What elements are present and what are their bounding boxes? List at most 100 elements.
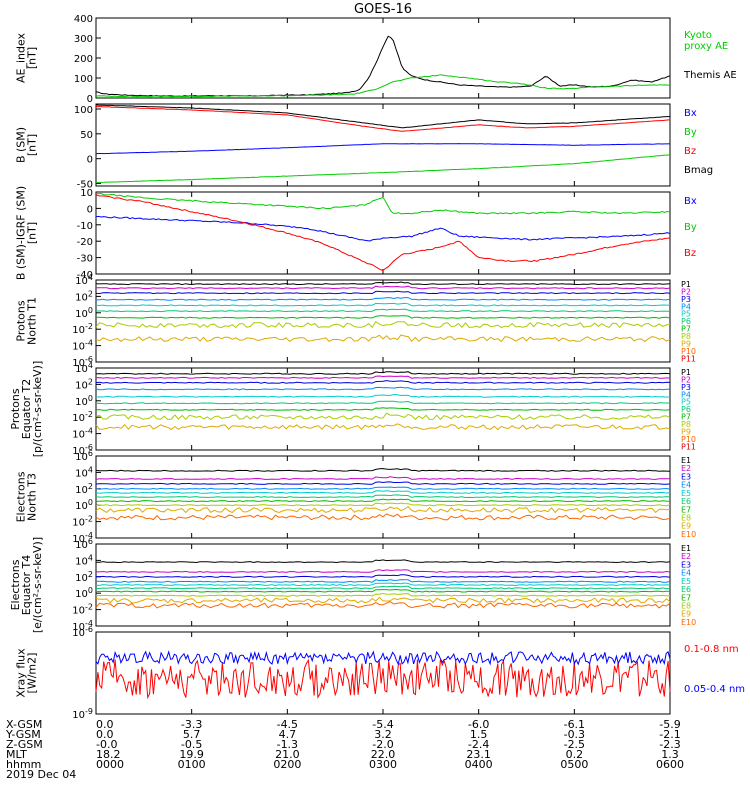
legend-entry: Bx bbox=[684, 196, 697, 207]
panel-xray: Xray flux[W/m2] 10-9 10-6 0.1-0.8 nm 0.05-0.… bbox=[15, 625, 746, 721]
y-tick-label: 10-4 bbox=[72, 427, 93, 441]
panel-e_t4: ElectronsEquator T4[e/(cm²-s-sr-keV)] 10-… bbox=[9, 537, 696, 633]
ephemeris-cell: 0.0 bbox=[96, 718, 114, 731]
ephemeris-cell: -6.1 bbox=[564, 718, 585, 731]
channel-line-e1 bbox=[96, 559, 671, 564]
ephemeris-cell: -2.1 bbox=[659, 728, 680, 741]
ephemeris-row-label: Y-GSM bbox=[5, 728, 41, 741]
y-tick-label: 100 bbox=[74, 105, 93, 116]
channel-label-p4: P4 bbox=[681, 302, 691, 311]
channel-line-e6 bbox=[95, 494, 671, 499]
channel-label-p6: P6 bbox=[681, 317, 691, 326]
ephemeris-cell: 1.5 bbox=[470, 728, 488, 741]
series-line-bx bbox=[95, 215, 671, 242]
y-tick-label: -40 bbox=[77, 270, 93, 281]
channel-label-p10: P10 bbox=[681, 347, 696, 356]
y-tick-label: 100 bbox=[75, 586, 93, 600]
channel-line-p9 bbox=[95, 334, 671, 343]
channel-line-p7 bbox=[95, 315, 671, 319]
panel-p_t1: ProtonsNorth T110-610-410-2100102104P1P2… bbox=[15, 273, 697, 369]
ephemeris-row-label: Z-GSM bbox=[6, 738, 43, 751]
channel-label-e9: E9 bbox=[681, 522, 691, 531]
ephemeris-cell: -0.0 bbox=[96, 738, 117, 751]
y-tick-label: 10-9 bbox=[72, 707, 93, 721]
ephemeris-cell: 18.2 bbox=[96, 748, 121, 761]
figure-title: GOES-16 bbox=[354, 2, 412, 17]
y-tick-label: -20 bbox=[77, 237, 93, 248]
channel-line-p2 bbox=[95, 285, 671, 290]
channel-line-p9 bbox=[95, 423, 671, 431]
channel-label-p1: P1 bbox=[681, 280, 691, 289]
channel-line-p6 bbox=[95, 400, 671, 405]
y-axis-label: ElectronsEquator T4[e/(cm²-s-sr-keV)] bbox=[9, 537, 44, 633]
ephemeris-cell: 0100 bbox=[178, 758, 206, 771]
ephemeris-cell: -5.9 bbox=[659, 718, 680, 731]
channel-label-p2: P2 bbox=[681, 287, 691, 296]
series-line-bx bbox=[95, 143, 671, 155]
ephemeris-row-label: X-GSM bbox=[6, 718, 42, 731]
channel-label-p6: P6 bbox=[681, 405, 691, 414]
y-tick-label: -10 bbox=[77, 221, 93, 232]
ephemeris-cell: 22.0 bbox=[371, 748, 396, 761]
ephemeris-cell: -0.5 bbox=[181, 738, 202, 751]
series-line-by bbox=[95, 192, 671, 215]
legend-entry: Bz bbox=[684, 146, 696, 157]
y-tick-label: 100 bbox=[74, 74, 93, 85]
channel-label-e9: E9 bbox=[681, 610, 691, 619]
channel-line-p8 bbox=[95, 321, 671, 329]
channel-label-e8: E8 bbox=[681, 601, 691, 610]
ephemeris-row-label: hhmm bbox=[6, 758, 41, 771]
y-tick-label: 10-2 bbox=[72, 322, 93, 336]
ephemeris-cell: 0500 bbox=[560, 758, 588, 771]
y-tick-label: 200 bbox=[74, 54, 93, 65]
y-tick-label: 10-6 bbox=[72, 625, 93, 639]
channel-label-e3: E3 bbox=[681, 472, 691, 481]
series-line-kyoto-proxy-ae bbox=[95, 74, 671, 98]
y-axis-label: ElectronsNorth T3 bbox=[15, 471, 39, 522]
channel-label-p8: P8 bbox=[681, 420, 691, 429]
series-line-bmag bbox=[95, 104, 671, 129]
channel-line-p4 bbox=[95, 386, 671, 391]
legend-entry: Themis AE bbox=[683, 70, 737, 81]
ephemeris-cell: -5.4 bbox=[372, 718, 393, 731]
y-tick-label: 100 bbox=[75, 394, 93, 408]
channel-label-e6: E6 bbox=[681, 585, 691, 594]
channel-line-p5 bbox=[95, 302, 671, 307]
channel-line-e10 bbox=[95, 601, 671, 609]
channel-label-e8: E8 bbox=[681, 513, 691, 522]
y-tick-label: 0 bbox=[87, 204, 93, 215]
channel-label-e10: E10 bbox=[681, 530, 696, 539]
ephemeris-cell: 21.0 bbox=[275, 748, 300, 761]
channel-label-e3: E3 bbox=[681, 560, 691, 569]
channel-line-p1 bbox=[95, 281, 671, 286]
channel-label-e1: E1 bbox=[681, 456, 691, 465]
channel-label-e7: E7 bbox=[681, 593, 691, 602]
y-tick-label: 106 bbox=[75, 537, 93, 551]
ephemeris-cell: 0.0 bbox=[96, 728, 114, 741]
ephemeris-cell: 23.1 bbox=[466, 748, 491, 761]
channel-line-p2 bbox=[95, 375, 671, 379]
ephemeris-cell: 0600 bbox=[656, 758, 684, 771]
ephemeris-cell: 0400 bbox=[465, 758, 493, 771]
y-tick-label: 102 bbox=[75, 482, 93, 496]
ephemeris-date: 2019 Dec 04 bbox=[6, 768, 76, 781]
channel-line-e9 bbox=[95, 505, 671, 514]
series-line-by bbox=[95, 154, 671, 183]
channel-label-p3: P3 bbox=[681, 295, 691, 304]
channel-line-p6 bbox=[95, 308, 670, 313]
panel-frame bbox=[95, 279, 671, 363]
channel-label-p7: P7 bbox=[681, 325, 691, 334]
ephemeris-cell: 19.9 bbox=[179, 748, 204, 761]
channel-line-e1 bbox=[95, 468, 671, 472]
y-tick-label: 300 bbox=[74, 34, 93, 45]
panel-frame bbox=[95, 367, 671, 451]
channel-line-p3 bbox=[95, 290, 671, 295]
ephemeris-cell: -1.3 bbox=[277, 738, 298, 751]
y-axis-label: B (SM)-IGRF (SM)[nT] bbox=[15, 186, 39, 280]
y-tick-label: -50 bbox=[77, 180, 93, 191]
series-line-bz bbox=[95, 194, 671, 272]
channel-label-e2: E2 bbox=[681, 552, 691, 561]
channel-line-e4 bbox=[95, 579, 671, 583]
